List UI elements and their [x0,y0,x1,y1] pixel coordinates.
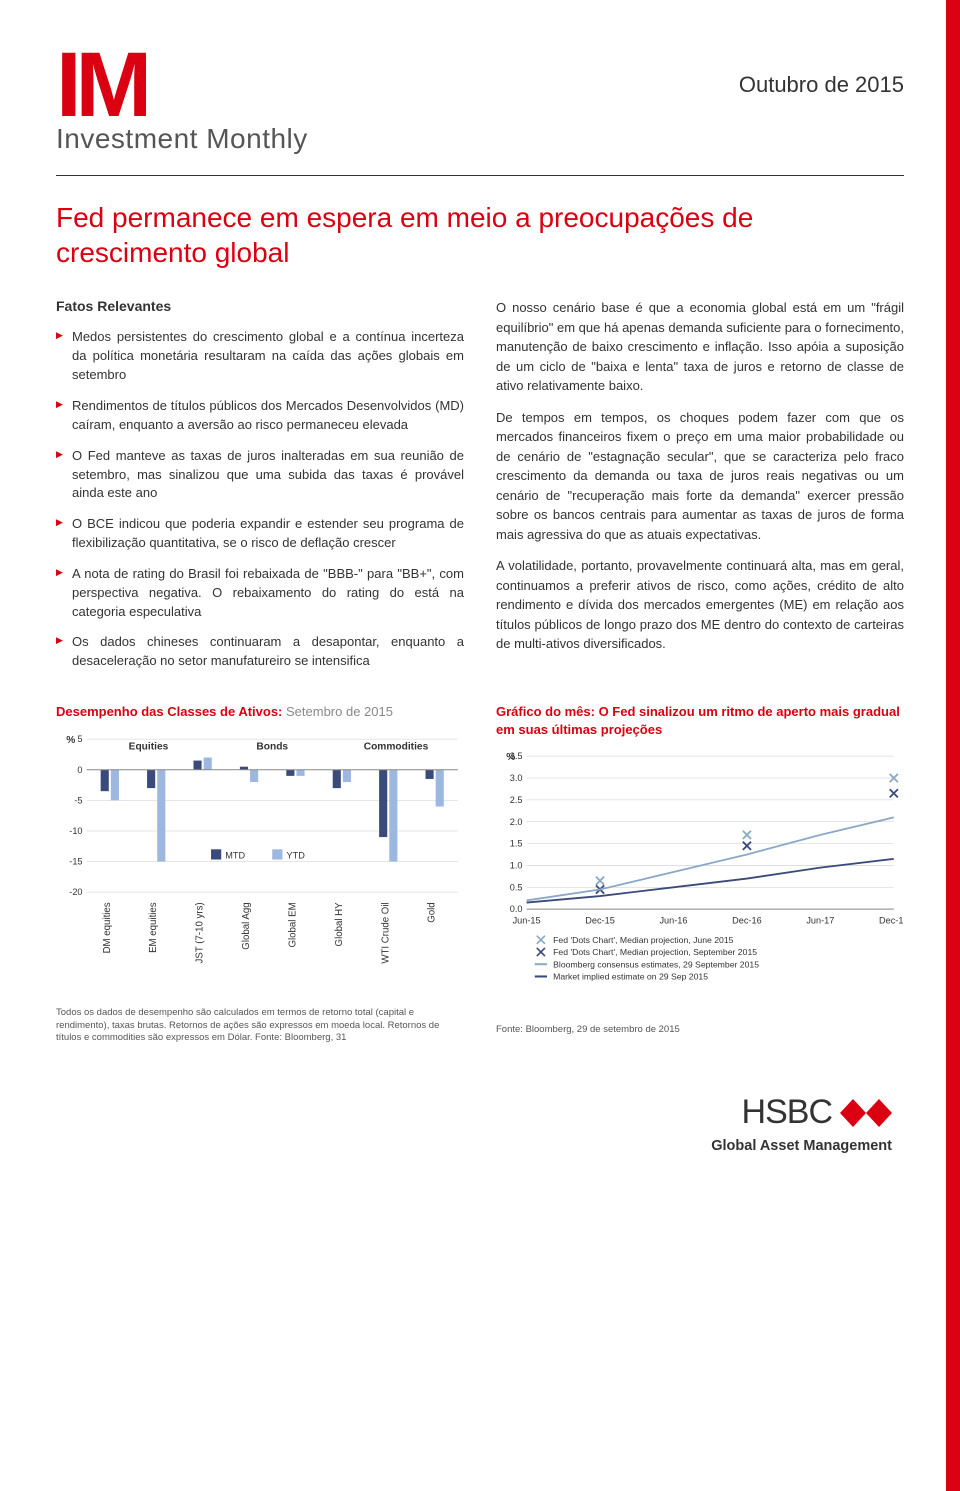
svg-text:Dec-16: Dec-16 [732,916,762,926]
left-column: Fatos Relevantes Medos persistentes do c… [56,298,464,683]
hsbc-text: HSBC [742,1093,832,1132]
hsbc-logo: HSBC [742,1093,892,1132]
paragraph: A volatilidade, portanto, provavelmente … [496,556,904,654]
svg-text:%: % [66,735,75,746]
svg-text:Equities: Equities [129,741,169,752]
bullet-item: Os dados chineses continuaram a desapont… [56,633,464,671]
svg-text:Dec-15: Dec-15 [585,916,615,926]
header-divider [56,175,904,176]
svg-text:WTI Crude Oil: WTI Crude Oil [380,902,391,963]
svg-text:Fed 'Dots Chart', Median proje: Fed 'Dots Chart', Median projection, Jun… [553,935,734,945]
svg-text:5: 5 [77,734,82,744]
svg-text:Gold: Gold [427,902,438,922]
svg-text:Jun-15: Jun-15 [513,916,541,926]
bullet-item: O BCE indicou que poderia expandir e est… [56,515,464,553]
svg-text:Jun-16: Jun-16 [659,916,687,926]
svg-text:0: 0 [77,764,82,774]
svg-text:Bonds: Bonds [256,741,288,752]
logo-subtitle: Investment Monthly [56,125,308,153]
svg-text:Bloomberg consensus estimates,: Bloomberg consensus estimates, 29 Septem… [553,959,759,969]
paragraph: De tempos em tempos, os choques podem fa… [496,408,904,545]
chart-left-note: Todos os dados de desempenho são calcula… [56,1007,464,1045]
footer-logo-block: HSBC Global Asset Management [56,1093,904,1154]
accent-stripe [946,0,960,1491]
chart-right-block: Gráfico do mês: O Fed sinalizou um ritmo… [496,703,904,1045]
svg-text:JST (7-10 yrs): JST (7-10 yrs) [195,902,206,963]
svg-text:DM equities: DM equities [102,902,113,953]
svg-text:2.0: 2.0 [510,817,523,827]
chart-section: Desempenho das Classes de Ativos: Setemb… [56,703,904,1045]
svg-text:1.0: 1.0 [510,861,523,871]
chart-left-title-grey: Setembro de 2015 [282,704,393,719]
hsbc-subtitle: Global Asset Management [56,1138,892,1154]
svg-text:EM equities: EM equities [148,902,159,953]
chart-right-title-red: Gráfico do mês: O Fed sinalizou um ritmo… [496,704,900,737]
svg-text:0.0: 0.0 [510,904,523,914]
bullet-item: Medos persistentes do crescimento global… [56,328,464,385]
fatos-label: Fatos Relevantes [56,298,464,314]
svg-text:2.5: 2.5 [510,795,523,805]
paragraph: O nosso cenário base é que a economia gl… [496,298,904,396]
svg-text:Commodities: Commodities [364,741,429,752]
line-chart: %0.00.51.01.52.02.53.03.5Jun-15Dec-15Jun… [496,748,904,1013]
svg-text:0.5: 0.5 [510,883,523,893]
svg-text:Jun-17: Jun-17 [806,916,834,926]
svg-text:Global EM: Global EM [287,902,298,947]
bar-chart: % -20 -15 -10 -5 0 5 Equities Bonds Commodities DM… [56,731,464,996]
svg-text:-15: -15 [69,856,82,866]
main-title: Fed permanece em espera em meio a preocu… [56,200,904,270]
bullet-list: Medos persistentes do crescimento global… [56,328,464,671]
svg-text:Dec-17: Dec-17 [879,916,904,926]
svg-text:1.5: 1.5 [510,839,523,849]
header: IM Investment Monthly Outubro de 2015 [56,48,904,153]
svg-text:Market implied estimate on 29: Market implied estimate on 29 Sep 2015 [553,972,708,982]
bullet-item: O Fed manteve as taxas de juros inaltera… [56,447,464,504]
chart-right-title: Gráfico do mês: O Fed sinalizou um ritmo… [496,703,904,738]
logo-block: IM Investment Monthly [56,48,308,153]
svg-text:MTD: MTD [225,850,245,860]
chart-right-source: Fonte: Bloomberg, 29 de setembro de 2015 [496,1024,904,1037]
svg-text:3.0: 3.0 [510,773,523,783]
content-columns: Fatos Relevantes Medos persistentes do c… [56,298,904,683]
chart-left-title-red: Desempenho das Classes de Ativos: [56,704,282,719]
bullet-item: Rendimentos de títulos públicos dos Merc… [56,397,464,435]
svg-text:3.5: 3.5 [510,751,523,761]
svg-text:YTD: YTD [287,850,306,860]
svg-text:-10: -10 [69,826,82,836]
issue-date: Outubro de 2015 [739,72,904,98]
svg-text:Global Agg: Global Agg [241,902,252,949]
svg-text:Fed 'Dots Chart', Median proje: Fed 'Dots Chart', Median projection, Sep… [553,947,757,957]
svg-text:-20: -20 [69,887,82,897]
chart-left-title: Desempenho das Classes de Ativos: Setemb… [56,703,464,721]
logo-im: IM [56,48,308,123]
hsbc-hexagon-icon [840,1099,892,1127]
bullet-item: A nota de rating do Brasil foi rebaixada… [56,565,464,622]
svg-text:Global HY: Global HY [334,901,345,946]
svg-text:-5: -5 [74,795,82,805]
right-column: O nosso cenário base é que a economia gl… [496,298,904,683]
chart-left-block: Desempenho das Classes de Ativos: Setemb… [56,703,464,1045]
